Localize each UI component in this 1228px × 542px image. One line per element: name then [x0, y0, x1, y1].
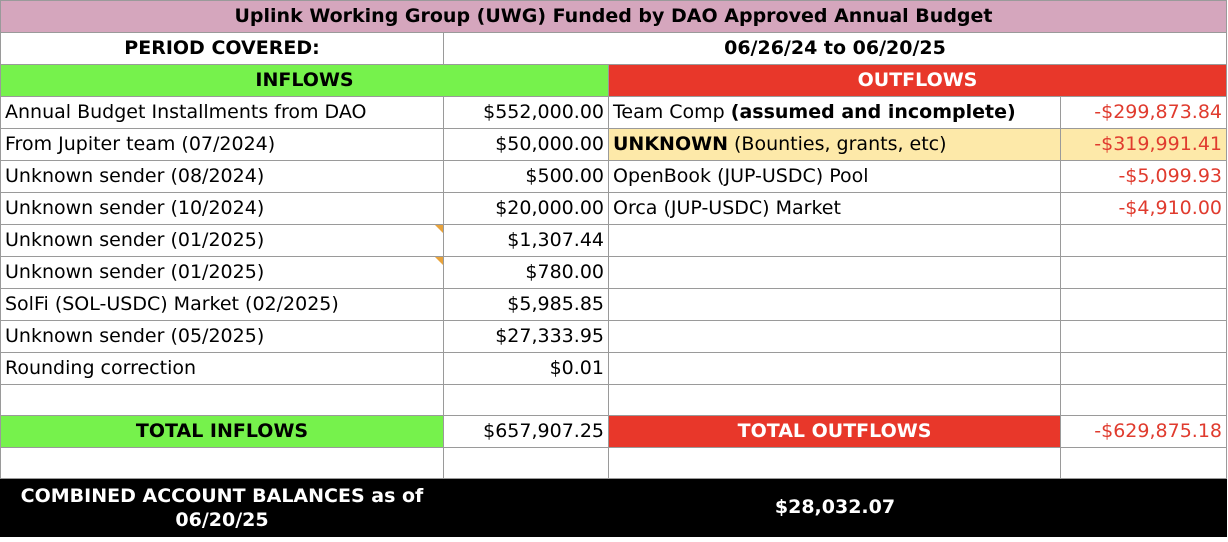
empty-cell[interactable] [608, 447, 1061, 479]
totals-row: TOTAL INFLOWS $657,907.25 TOTAL OUTFLOWS… [0, 415, 1227, 448]
inflow-label[interactable]: Unknown sender (01/2025) [0, 224, 444, 257]
outflow-amount[interactable] [1060, 288, 1227, 321]
total-outflows-label[interactable]: TOTAL OUTFLOWS [608, 415, 1061, 448]
period-row: PERIOD COVERED: 06/26/24 to 06/20/25 [0, 32, 1227, 65]
outflow-label-emphasis: UNKNOWN [613, 133, 728, 155]
inflow-label[interactable]: Unknown sender (01/2025) [0, 256, 444, 289]
inflow-amount[interactable]: $500.00 [443, 160, 609, 193]
outflow-amount[interactable]: -$4,910.00 [1060, 192, 1227, 225]
blank-row [0, 447, 1227, 479]
blank-row [0, 384, 1227, 416]
inflow-amount[interactable]: $27,333.95 [443, 320, 609, 353]
outflow-amount[interactable] [1060, 352, 1227, 385]
inflow-label[interactable]: SolFi (SOL-USDC) Market (02/2025) [0, 288, 444, 321]
inflow-label-text: Unknown sender (01/2025) [5, 261, 265, 283]
inflow-label[interactable]: Rounding correction [0, 352, 444, 385]
outflow-amount[interactable]: -$299,873.84 [1060, 96, 1227, 129]
inflow-label-text: Unknown sender (01/2025) [5, 229, 265, 251]
outflow-label-text: (Bounties, grants, etc) [727, 133, 947, 155]
outflow-label[interactable]: Orca (JUP-USDC) Market [608, 192, 1061, 225]
empty-cell[interactable] [1060, 384, 1227, 416]
period-value[interactable]: 06/26/24 to 06/20/25 [443, 32, 1227, 65]
inflow-label[interactable]: Unknown sender (08/2024) [0, 160, 444, 193]
table-row: Unknown sender (01/2025) $1,307.44 [0, 224, 1227, 257]
outflow-label[interactable]: Team Comp (assumed and incomplete) [608, 96, 1061, 129]
empty-cell[interactable] [0, 447, 444, 479]
table-row: Unknown sender (08/2024) $500.00 OpenBoo… [0, 160, 1227, 193]
total-inflows-value[interactable]: $657,907.25 [443, 415, 609, 448]
outflow-label[interactable]: UNKNOWN (Bounties, grants, etc) [608, 128, 1061, 161]
inflow-amount[interactable]: $0.01 [443, 352, 609, 385]
outflow-label-emphasis: (assumed and incomplete) [730, 101, 1016, 123]
inflow-label[interactable]: Unknown sender (05/2025) [0, 320, 444, 353]
comment-indicator-icon[interactable] [435, 225, 443, 233]
inflows-header[interactable]: INFLOWS [0, 64, 609, 97]
outflow-label-text: Team Comp [613, 101, 731, 123]
inflow-label[interactable]: Annual Budget Installments from DAO [0, 96, 444, 129]
inflow-amount[interactable]: $20,000.00 [443, 192, 609, 225]
empty-cell[interactable] [443, 384, 609, 416]
inflow-label[interactable]: Unknown sender (10/2024) [0, 192, 444, 225]
combined-row: COMBINED ACCOUNT BALANCES as of 06/20/25… [0, 478, 1227, 537]
empty-cell[interactable] [443, 447, 609, 479]
period-label[interactable]: PERIOD COVERED: [0, 32, 444, 65]
title-row: Uplink Working Group (UWG) Funded by DAO… [0, 0, 1227, 33]
empty-cell[interactable] [608, 384, 1061, 416]
section-header-row: INFLOWS OUTFLOWS [0, 64, 1227, 97]
outflow-amount[interactable] [1060, 320, 1227, 353]
table-row: From Jupiter team (07/2024) $50,000.00 U… [0, 128, 1227, 161]
table-row: Annual Budget Installments from DAO $552… [0, 96, 1227, 129]
outflow-label[interactable] [608, 352, 1061, 385]
comment-indicator-icon[interactable] [435, 257, 443, 265]
outflow-label[interactable] [608, 288, 1061, 321]
table-row: Unknown sender (01/2025) $780.00 [0, 256, 1227, 289]
combined-balance-value[interactable]: $28,032.07 [443, 478, 1227, 537]
outflow-label[interactable]: OpenBook (JUP-USDC) Pool [608, 160, 1061, 193]
total-inflows-label[interactable]: TOTAL INFLOWS [0, 415, 444, 448]
outflow-amount[interactable] [1060, 256, 1227, 289]
outflow-label[interactable] [608, 320, 1061, 353]
table-row: Unknown sender (10/2024) $20,000.00 Orca… [0, 192, 1227, 225]
inflow-amount[interactable]: $5,985.85 [443, 288, 609, 321]
inflow-amount[interactable]: $780.00 [443, 256, 609, 289]
table-row: Rounding correction $0.01 [0, 352, 1227, 385]
inflow-amount[interactable]: $50,000.00 [443, 128, 609, 161]
outflows-header[interactable]: OUTFLOWS [608, 64, 1227, 97]
total-outflows-value[interactable]: -$629,875.18 [1060, 415, 1227, 448]
outflow-amount[interactable]: -$319,991.41 [1060, 128, 1227, 161]
inflow-label[interactable]: From Jupiter team (07/2024) [0, 128, 444, 161]
table-row: Unknown sender (05/2025) $27,333.95 [0, 320, 1227, 353]
inflow-amount[interactable]: $1,307.44 [443, 224, 609, 257]
combined-balance-label[interactable]: COMBINED ACCOUNT BALANCES as of 06/20/25 [0, 478, 444, 537]
outflow-amount[interactable] [1060, 224, 1227, 257]
outflow-label[interactable] [608, 224, 1061, 257]
empty-cell[interactable] [0, 384, 444, 416]
empty-cell[interactable] [1060, 447, 1227, 479]
table-row: SolFi (SOL-USDC) Market (02/2025) $5,985… [0, 288, 1227, 321]
sheet-title[interactable]: Uplink Working Group (UWG) Funded by DAO… [0, 0, 1227, 33]
inflow-amount[interactable]: $552,000.00 [443, 96, 609, 129]
outflow-amount[interactable]: -$5,099.93 [1060, 160, 1227, 193]
outflow-label[interactable] [608, 256, 1061, 289]
